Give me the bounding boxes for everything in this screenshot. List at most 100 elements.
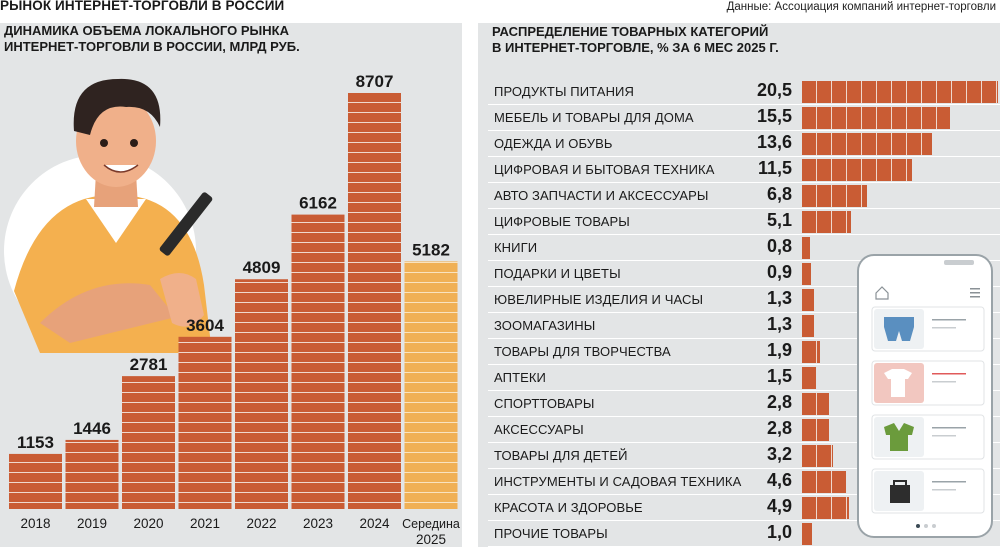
category-value: 1,3 xyxy=(766,288,792,308)
category-label: МЕБЕЛЬ И ТОВАРЫ ДЛЯ ДОМА xyxy=(494,110,694,125)
category-label: ЮВЕЛИРНЫЕ ИЗДЕЛИЯ И ЧАСЫ xyxy=(494,292,704,307)
category-label: ЦИФРОВЫЕ ТОВАРЫ xyxy=(494,214,630,229)
man-with-phone-illustration xyxy=(4,78,213,353)
x-tick-label: 2021 xyxy=(190,516,220,531)
market-volume-title-line1: ДИНАМИКА ОБЪЕМА ЛОКАЛЬНОГО РЫНКА xyxy=(4,23,289,38)
bar-2019 xyxy=(65,439,119,509)
category-value: 6,8 xyxy=(766,184,792,204)
category-label: ТОВАРЫ ДЛЯ ТВОРЧЕСТВА xyxy=(494,344,671,359)
category-bar xyxy=(802,159,912,181)
source-note: Данные: Ассоциация компаний интернет-тор… xyxy=(726,1,996,13)
category-value: 1,9 xyxy=(766,340,792,360)
categories-panel: РАСПРЕДЕЛЕНИЕ ТОВАРНЫХ КАТЕГОРИЙ В ИНТЕР… xyxy=(478,23,1000,547)
category-row: ЦИФРОВАЯ И БЫТОВАЯ ТЕХНИКА 11,5 xyxy=(488,157,1000,183)
category-bar xyxy=(802,341,821,363)
market-volume-panel: ДИНАМИКА ОБЪЕМА ЛОКАЛЬНОГО РЫНКА ИНТЕРНЕ… xyxy=(0,23,462,547)
bar-value-label: 4809 xyxy=(243,258,281,277)
category-row: ОДЕЖДА И ОБУВЬ 13,6 xyxy=(488,131,1000,157)
x-tick-label: 2024 xyxy=(359,516,390,531)
category-row: ЮВЕЛИРНЫЕ ИЗДЕЛИЯ И ЧАСЫ 1,3 xyxy=(488,287,1000,313)
market-volume-chart-title: ДИНАМИКА ОБЪЕМА ЛОКАЛЬНОГО РЫНКА ИНТЕРНЕ… xyxy=(4,23,300,55)
category-row: ПОДАРКИ И ЦВЕТЫ 0,9 xyxy=(488,261,1000,287)
page-title: РЫНОК ИНТЕРНЕТ-ТОРГОВЛИ В РОССИИ xyxy=(0,0,285,13)
category-bar xyxy=(802,237,810,259)
category-bar xyxy=(802,471,846,493)
category-label: ПОДАРКИ И ЦВЕТЫ xyxy=(494,266,621,281)
category-label: ИНСТРУМЕНТЫ И САДОВАЯ ТЕХНИКА xyxy=(494,474,742,489)
categories-title-line2: В ИНТЕРНЕТ-ТОРГОВЛЕ, % ЗА 6 МЕС 2025 Г. xyxy=(492,40,779,55)
category-value: 0,9 xyxy=(766,262,792,282)
category-row: ПРОДУКТЫ ПИТАНИЯ 20,5 xyxy=(488,79,1000,105)
bar-2023 xyxy=(291,214,345,509)
category-label: АВТО ЗАПЧАСТИ И АКСЕССУАРЫ xyxy=(494,188,709,203)
bar-value-label: 1153 xyxy=(17,433,54,452)
category-value: 15,5 xyxy=(756,106,792,126)
category-bar xyxy=(802,367,817,389)
category-bar xyxy=(802,393,829,415)
market-volume-chart: 1153 2018 1446 2019 2781 2020 3604 2021 4809 2022… xyxy=(4,72,460,547)
category-value: 0,8 xyxy=(766,236,792,256)
category-row: ТОВАРЫ ДЛЯ ТВОРЧЕСТВА 1,9 xyxy=(488,339,1000,365)
bar-2018 xyxy=(9,453,62,509)
category-bar xyxy=(802,185,867,207)
category-value: 1,0 xyxy=(766,522,792,542)
category-row: ЦИФРОВЫЕ ТОВАРЫ 5,1 xyxy=(488,209,1000,235)
category-bar xyxy=(802,81,998,103)
market-volume-title-line2: ИНТЕРНЕТ-ТОРГОВЛИ В РОССИИ, МЛРД РУБ. xyxy=(4,39,300,54)
categories-title-line1: РАСПРЕДЕЛЕНИЕ ТОВАРНЫХ КАТЕГОРИЙ xyxy=(492,24,769,39)
category-label: ЗООМАГАЗИНЫ xyxy=(494,318,596,333)
bar-value-label: 8707 xyxy=(356,72,394,91)
category-bar xyxy=(802,133,933,155)
category-label: СПОРТТОВАРЫ xyxy=(494,396,595,411)
x-tick-label: 2019 xyxy=(77,516,107,531)
category-row: ИНСТРУМЕНТЫ И САДОВАЯ ТЕХНИКА 4,6 xyxy=(488,469,1000,495)
category-bar xyxy=(802,211,851,233)
x-tick-label: 2025 xyxy=(416,532,446,547)
bar-2022 xyxy=(235,279,288,509)
category-label: ЦИФРОВАЯ И БЫТОВАЯ ТЕХНИКА xyxy=(494,162,715,177)
category-bar xyxy=(802,523,812,545)
category-label: ОДЕЖДА И ОБУВЬ xyxy=(494,136,613,151)
category-row: МЕБЕЛЬ И ТОВАРЫ ДЛЯ ДОМА 15,5 xyxy=(488,105,1000,131)
category-value: 4,9 xyxy=(766,496,792,516)
category-value: 11,5 xyxy=(757,158,792,178)
bar-Середина 2025 xyxy=(404,261,458,509)
category-label: ПРОЧИЕ ТОВАРЫ xyxy=(494,526,608,541)
bar-value-label: 5182 xyxy=(412,240,450,259)
category-label: КРАСОТА И ЗДОРОВЬЕ xyxy=(494,500,643,515)
category-bar xyxy=(802,107,951,129)
category-bar xyxy=(802,315,815,337)
category-label: АПТЕКИ xyxy=(494,370,546,385)
category-value: 5,1 xyxy=(766,210,792,230)
category-row: КРАСОТА И ЗДОРОВЬЕ 4,9 xyxy=(488,495,1000,521)
category-bar xyxy=(802,289,815,311)
category-row: АПТЕКИ 1,5 xyxy=(488,365,1000,391)
category-bar xyxy=(802,419,829,441)
category-value: 2,8 xyxy=(766,418,792,438)
bar-value-label: 6162 xyxy=(299,194,337,213)
bar-2021 xyxy=(178,336,232,509)
bar-value-label: 2781 xyxy=(130,355,168,374)
bar-value-label: 3604 xyxy=(186,316,224,335)
category-row: АВТО ЗАПЧАСТИ И АКСЕССУАРЫ 6,8 xyxy=(488,183,1000,209)
category-bar xyxy=(802,263,811,285)
category-label: ПРОДУКТЫ ПИТАНИЯ xyxy=(494,84,634,99)
category-row: СПОРТТОВАРЫ 2,8 xyxy=(488,391,1000,417)
category-value: 4,6 xyxy=(766,470,792,490)
x-tick-label: 2020 xyxy=(133,516,163,531)
category-bar xyxy=(802,445,833,467)
x-tick-label: 2023 xyxy=(303,516,333,531)
category-row: АКСЕССУАРЫ 2,8 xyxy=(488,417,1000,443)
bar-2020 xyxy=(122,376,175,509)
x-tick-label: 2018 xyxy=(20,516,50,531)
category-value: 20,5 xyxy=(756,80,792,100)
category-row: ПРОЧИЕ ТОВАРЫ 1,0 xyxy=(488,521,1000,547)
category-label: АКСЕССУАРЫ xyxy=(494,422,584,437)
categories-chart-title: РАСПРЕДЕЛЕНИЕ ТОВАРНЫХ КАТЕГОРИЙ В ИНТЕР… xyxy=(492,24,779,56)
category-value: 13,6 xyxy=(756,132,792,152)
category-row: ТОВАРЫ ДЛЯ ДЕТЕЙ 3,2 xyxy=(488,443,1000,469)
category-row: КНИГИ 0,8 xyxy=(488,235,1000,261)
bar-value-label: 1446 xyxy=(73,419,111,438)
category-value: 2,8 xyxy=(766,392,792,412)
category-value: 1,3 xyxy=(766,314,792,334)
